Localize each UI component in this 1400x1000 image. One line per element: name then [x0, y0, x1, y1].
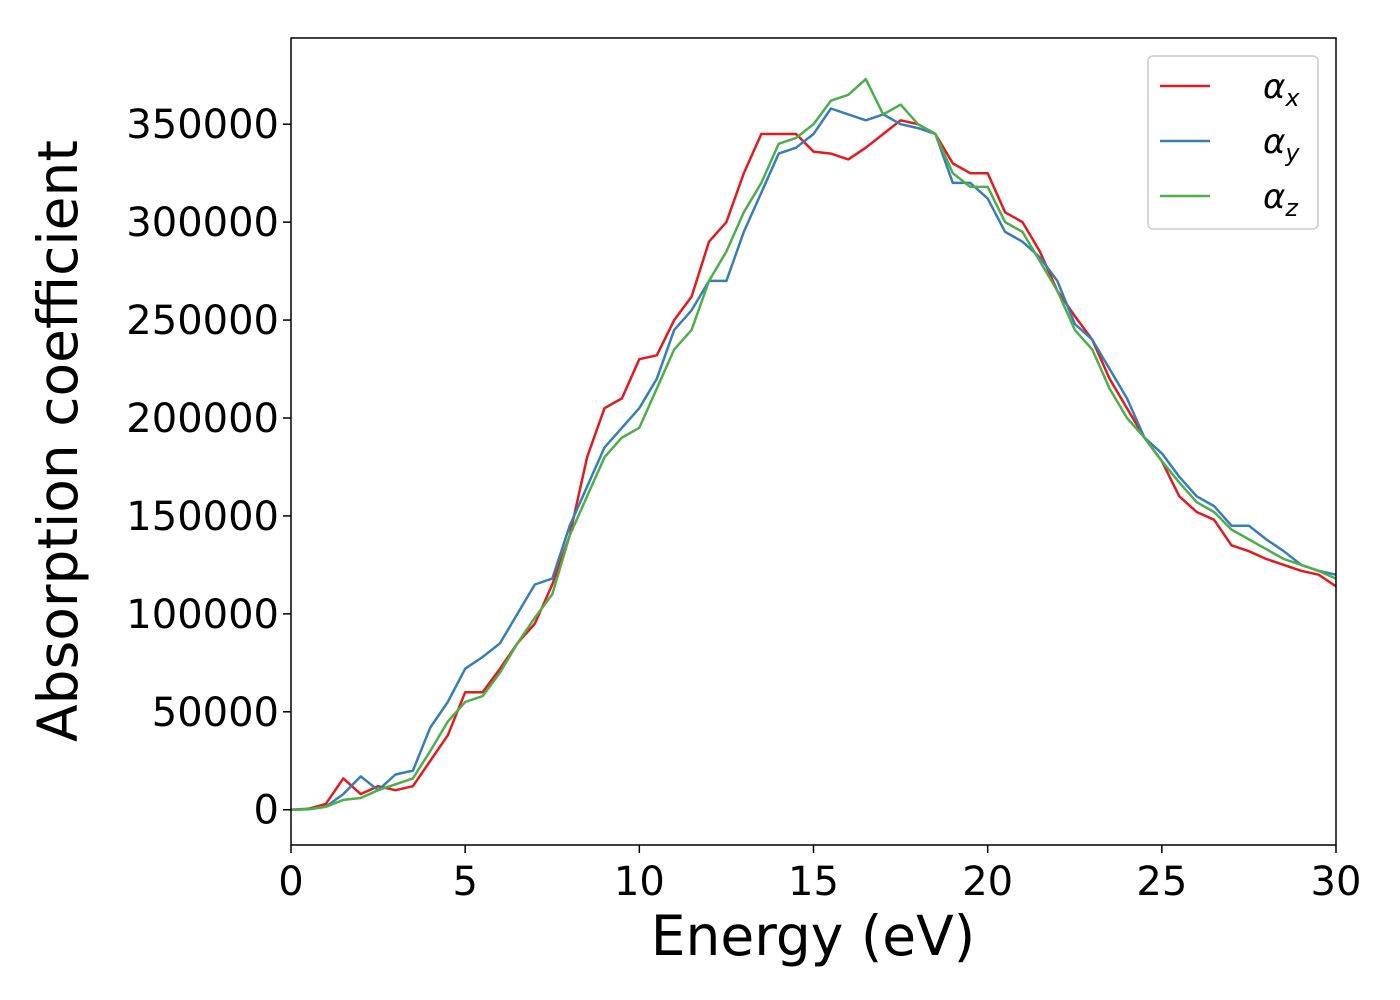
- y-tick-label: 50000: [152, 690, 279, 736]
- x-tick-label: 15: [788, 859, 839, 905]
- legend-label: αx: [1263, 67, 1300, 112]
- y-tick-label: 250000: [126, 298, 279, 344]
- x-tick-label: 5: [452, 859, 477, 905]
- plot-frame: [290, 37, 1337, 846]
- y-tick-label: 350000: [126, 102, 279, 148]
- x-tick-label: 25: [1136, 859, 1187, 905]
- y-tick-label: 300000: [126, 200, 279, 246]
- x-tick-label: 20: [962, 859, 1013, 905]
- y-tick-label: 200000: [126, 396, 279, 442]
- legend-box: [1147, 55, 1319, 230]
- y-axis-label: Absorption coefficient: [26, 140, 90, 742]
- x-tick-label: 0: [278, 859, 303, 905]
- x-axis-label: Energy (eV): [651, 904, 975, 968]
- line-series: [290, 77, 1337, 811]
- y-tick-label: 100000: [126, 592, 279, 638]
- legend-label: αz: [1263, 177, 1299, 222]
- line-series: [290, 107, 1337, 811]
- y-tick-label: 150000: [126, 494, 279, 540]
- x-tick-label: 30: [1311, 859, 1362, 905]
- legend: αx αy αz: [1147, 55, 1319, 230]
- x-tick-label: 10: [614, 859, 665, 905]
- y-tick-label: 0: [254, 788, 279, 834]
- legend-label: αy: [1263, 122, 1300, 167]
